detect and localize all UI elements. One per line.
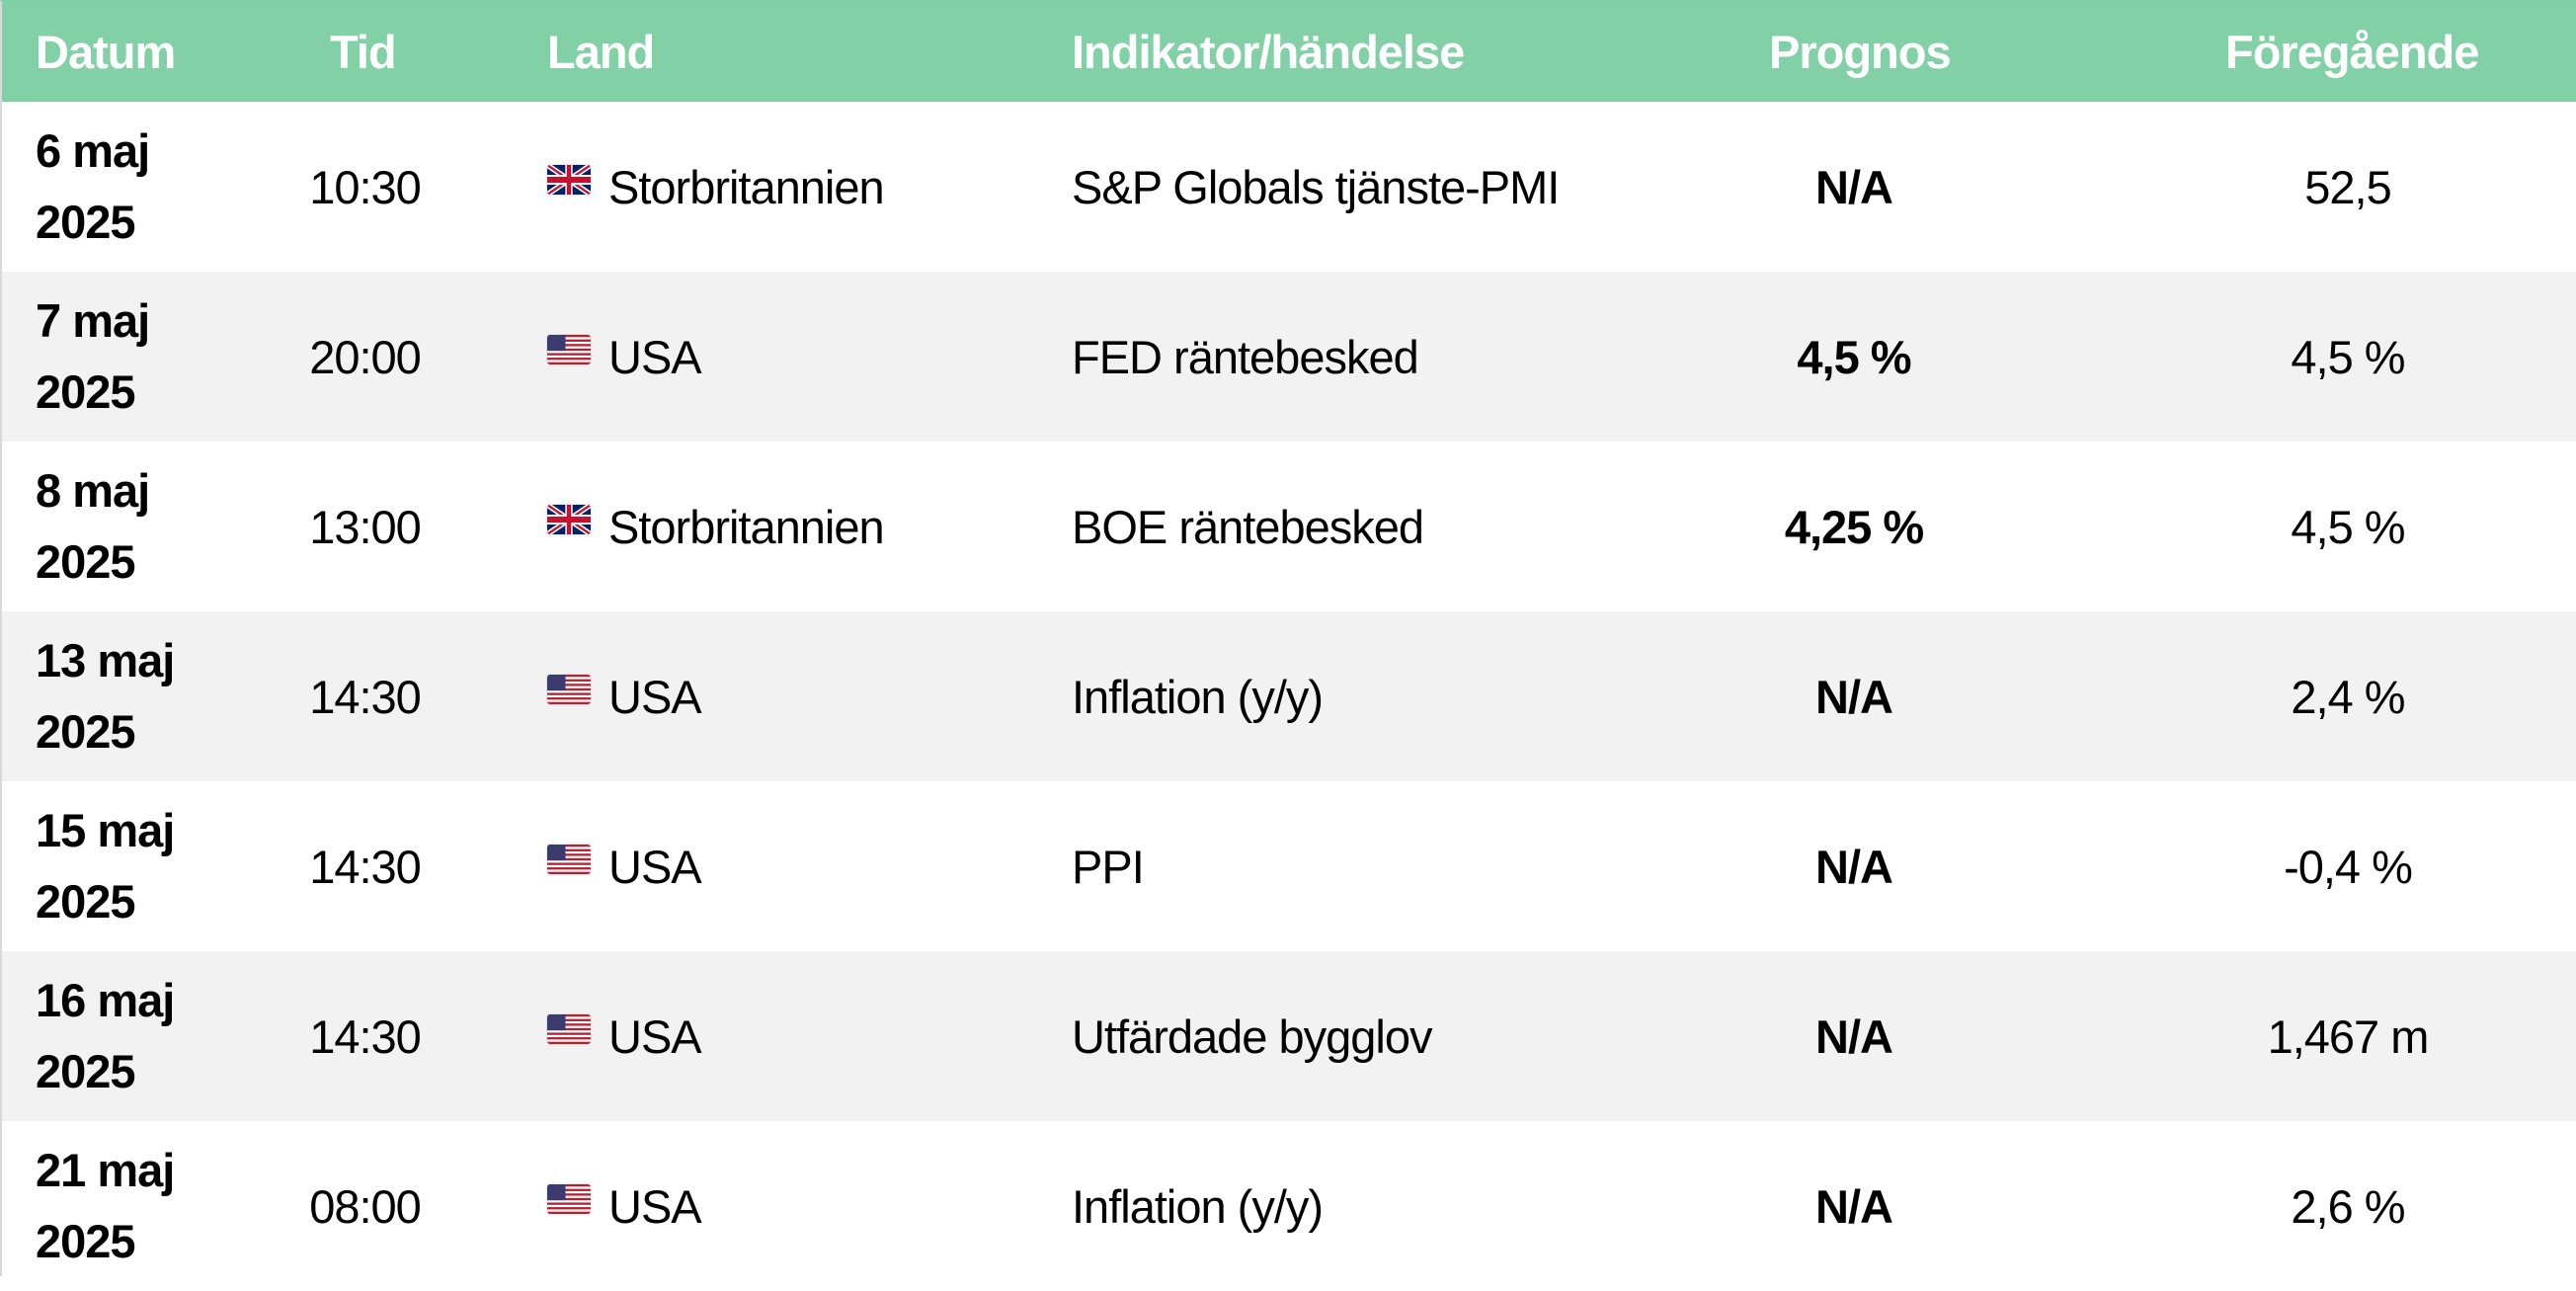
cell-indicator: PPI [1072,840,1145,893]
date-year: 2025 [36,875,136,928]
cell-forecast: N/A [1815,840,1893,893]
cell-time: 13:00 [309,500,422,553]
country-name: USA [608,670,702,723]
date-day: 15 maj [36,804,175,856]
cell-indicator: S&P Globals tjänste-PMI [1072,160,1560,213]
table-row: 16 maj 2025 14:30 USA Utfärdade bygglov N/A 1,… [2,951,2576,1121]
header-previous: Föregående [2225,26,2479,78]
table-row: 8 maj 2025 13:00 Storbritannien BOE räntebes… [2,442,2576,611]
date-year: 2025 [36,1215,136,1267]
date-year: 2025 [36,1045,136,1097]
cell-indicator: Inflation (y/y) [1072,1179,1324,1233]
header-time: Tid [330,26,397,78]
cell-forecast: N/A [1815,1009,1893,1063]
header-date: Datum [36,26,176,78]
header-indicator: Indikator/händelse [1072,26,1465,78]
date-year: 2025 [36,196,136,248]
us-flag-icon [547,335,591,364]
table-row: 7 maj 2025 20:00 USA FED räntebesked 4,5 % 4,5… [2,272,2576,442]
us-flag-icon [547,675,591,704]
cell-date: 6 maj 2025 [36,102,263,272]
cell-indicator: BOE räntebesked [1072,500,1424,553]
cell-date: 15 maj 2025 [36,781,263,951]
uk-flag-icon [547,165,591,195]
cell-time: 10:30 [309,160,422,213]
cell-previous: 4,5 % [2291,500,2405,553]
header-country: Land [547,26,655,78]
cell-time: 14:30 [309,1009,422,1063]
cell-previous: 52,5 [2304,160,2391,213]
cell-time: 14:30 [309,670,422,723]
cell-indicator: Utfärdade bygglov [1072,1009,1432,1063]
cell-time: 14:30 [309,840,422,893]
country-name: Storbritannien [608,500,885,553]
cell-forecast: 4,5 % [1797,330,1911,383]
date-day: 8 maj [36,464,150,517]
us-flag-icon [547,1014,591,1044]
table-row: 21 maj 2025 08:00 USA Inflation (y/y) N/A 2,6 … [2,1121,2576,1291]
country-name: USA [608,840,702,893]
cell-time: 20:00 [309,330,422,383]
cell-previous: 4,5 % [2291,330,2405,383]
cell-previous: 2,4 % [2291,670,2405,723]
cell-previous: 1,467 m [2267,1009,2430,1063]
date-day: 7 maj [36,294,150,347]
cell-country: USA [547,272,1041,442]
country-name: USA [608,330,702,383]
cell-date: 13 maj 2025 [36,611,263,781]
cell-forecast: N/A [1815,670,1893,723]
uk-flag-icon [547,505,591,534]
header-forecast: Prognos [1769,26,1952,78]
date-day: 16 maj [36,974,175,1026]
cell-time: 08:00 [309,1179,422,1233]
cell-forecast: N/A [1815,1179,1893,1233]
cell-forecast: N/A [1815,160,1893,213]
us-flag-icon [547,1184,591,1214]
date-year: 2025 [36,365,136,418]
cell-forecast: 4,25 % [1784,500,1924,553]
us-flag-icon [547,845,591,874]
date-year: 2025 [36,535,136,588]
date-day: 13 maj [36,634,175,686]
cell-previous: 2,6 % [2291,1179,2405,1233]
cell-previous: -0,4 % [2284,840,2413,893]
cell-country: USA [547,611,1041,781]
table-row: 15 maj 2025 14:30 USA PPI N/A -0,4 % [2,781,2576,951]
cell-country: USA [547,1121,1041,1291]
country-name: USA [608,1179,702,1233]
date-day: 6 maj [36,124,150,177]
cell-date: 7 maj 2025 [36,272,263,442]
country-name: Storbritannien [608,160,885,213]
cell-country: Storbritannien [547,442,1041,611]
table-row: 13 maj 2025 14:30 USA Inflation (y/y) N/A 2,4 … [2,611,2576,781]
cell-country: USA [547,951,1041,1121]
table-row: 6 maj 2025 10:30 Storbritannien S&P Globals … [2,102,2576,272]
cell-date: 21 maj 2025 [36,1121,263,1291]
cell-indicator: FED räntebesked [1072,330,1419,383]
cell-date: 16 maj 2025 [36,951,263,1121]
date-day: 21 maj [36,1144,175,1196]
country-name: USA [608,1009,702,1063]
cell-indicator: Inflation (y/y) [1072,670,1324,723]
cell-country: USA [547,781,1041,951]
date-year: 2025 [36,705,136,758]
cell-date: 8 maj 2025 [36,442,263,611]
cell-country: Storbritannien [547,102,1041,272]
table-header: Datum Tid Land Indikator/händelse Progno… [2,2,2576,102]
